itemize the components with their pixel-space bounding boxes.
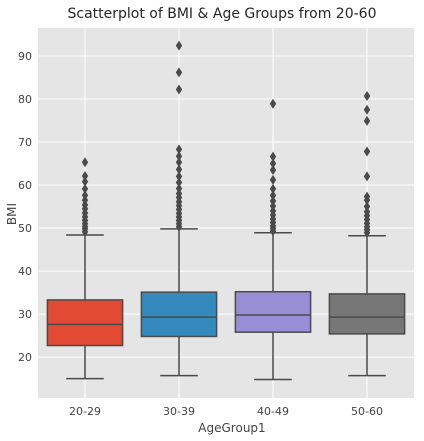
outlier-point — [269, 158, 277, 169]
outlier-point — [363, 90, 371, 101]
outlier-point — [269, 183, 277, 194]
x-tick-label: 40-49 — [257, 405, 289, 418]
outlier-point — [175, 151, 183, 162]
y-tick-label: 70 — [18, 136, 32, 149]
outlier-point — [81, 183, 89, 194]
outlier-point — [175, 157, 183, 168]
box-group — [234, 98, 312, 381]
outlier-point — [81, 190, 89, 201]
box-group — [140, 40, 218, 377]
outlier-point — [269, 174, 277, 185]
x-tick-label: 20-29 — [69, 405, 101, 418]
outlier-point — [269, 190, 277, 201]
outlier-point — [175, 40, 183, 51]
y-tick-label: 40 — [18, 265, 32, 278]
outlier-point — [81, 176, 89, 187]
outlier-point — [175, 177, 183, 188]
outlier-point — [81, 171, 89, 181]
outlier-point — [363, 171, 371, 182]
outlier-point — [81, 157, 89, 168]
y-tick-label: 90 — [18, 50, 32, 63]
outlier-point — [175, 67, 183, 78]
outlier-point — [269, 164, 277, 175]
y-tick-label: 20 — [18, 351, 32, 364]
x-axis-ticks: 20-29 30-39 40-49 50-60 — [69, 405, 383, 418]
x-tick-label: 50-60 — [351, 405, 383, 418]
outlier-point — [175, 183, 183, 194]
iqr-box — [328, 293, 406, 335]
outlier-point — [269, 201, 277, 212]
outlier-point — [269, 151, 277, 162]
outlier-point — [363, 104, 371, 115]
outlier-point — [175, 144, 183, 155]
outlier-point — [363, 115, 371, 126]
iqr-box — [140, 291, 218, 338]
outlier-point — [175, 84, 183, 95]
y-tick-label: 50 — [18, 222, 32, 235]
box-group — [46, 157, 124, 380]
y-tick-label: 60 — [18, 179, 32, 192]
outlier-point — [363, 146, 371, 157]
outlier-point — [269, 195, 277, 206]
outlier-point — [363, 201, 371, 212]
box-group — [328, 90, 406, 377]
x-tick-label: 30-39 — [163, 405, 195, 418]
chart-title: Scatterplot of BMI & Age Groups from 20-… — [68, 6, 377, 22]
outlier-point — [175, 164, 183, 175]
y-tick-label: 80 — [18, 93, 32, 106]
y-axis-ticks: 20 30 40 50 60 70 80 90 — [18, 50, 32, 364]
outlier-point — [175, 188, 183, 199]
iqr-box — [234, 290, 312, 333]
x-axis-label: AgeGroup1 — [198, 421, 265, 435]
outlier-point — [269, 98, 277, 109]
outlier-point — [363, 206, 371, 217]
outlier-point — [175, 171, 183, 182]
y-axis-label: BMI — [5, 203, 19, 225]
outlier-point — [363, 191, 371, 202]
iqr-box — [46, 299, 124, 347]
box-series — [46, 40, 406, 381]
y-tick-label: 30 — [18, 308, 32, 321]
